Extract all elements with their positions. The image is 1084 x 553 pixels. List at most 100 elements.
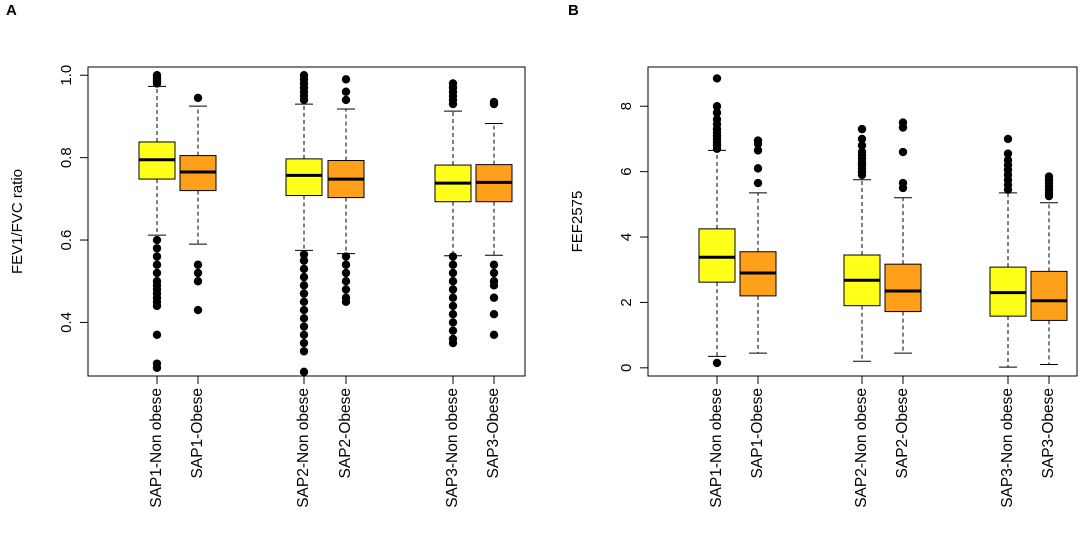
outlier-point: [898, 183, 908, 193]
outlier-point: [712, 102, 722, 111]
x-tick-label: SAP1-Obese: [749, 388, 766, 478]
outlier-point: [898, 123, 908, 132]
outlier-point: [152, 79, 162, 88]
outlier-point: [857, 170, 867, 180]
outlier-point: [489, 268, 499, 278]
outlier-point: [448, 260, 458, 269]
outlier-point: [299, 272, 309, 282]
box-group: [475, 97, 513, 339]
outlier-point: [341, 260, 351, 269]
box-group: [843, 124, 881, 362]
x-tick-label: SAP1-Non obese: [708, 388, 725, 508]
outlier-point: [1003, 185, 1013, 194]
outlier-point: [152, 268, 162, 278]
outlier-point: [193, 305, 203, 315]
x-tick-label: SAP2-Non obese: [853, 388, 870, 508]
box-group: [1030, 172, 1068, 366]
outlier-point: [489, 281, 499, 290]
y-axis-label: FEV1/FVC ratio: [9, 169, 26, 274]
box-group: [285, 71, 323, 377]
outlier-point: [753, 164, 763, 173]
outlier-point: [193, 277, 203, 286]
iqr-box: [884, 263, 922, 313]
outlier-point: [857, 124, 867, 134]
outlier-point: [299, 314, 309, 323]
x-tick-label: SAP2-Non obese: [295, 388, 312, 508]
box-group: [884, 118, 922, 354]
outlier-point: [152, 363, 162, 372]
outlier-point: [193, 93, 203, 103]
box-group: [989, 134, 1027, 368]
y-tick-label: 1.0: [58, 65, 75, 86]
box-group: [179, 93, 217, 315]
x-tick-label: SAP2-Obese: [337, 388, 354, 478]
outlier-point: [341, 87, 351, 96]
iqr-box: [285, 158, 323, 197]
outlier-point: [152, 252, 162, 261]
box-group: [138, 71, 176, 372]
box-group: [327, 75, 365, 307]
y-tick-label: 4: [618, 233, 635, 241]
outlier-point: [299, 250, 309, 259]
outlier-point: [152, 235, 162, 245]
box-group: [698, 74, 736, 368]
panel-a-chart: 0.4 0.6 0.8 1.0 FEV1/FVC ratio SAP1-Non obese…: [9, 65, 526, 508]
x-tick-label: SAP2-Obese: [894, 388, 911, 478]
outlier-point: [299, 281, 309, 290]
y-tick-label: 0: [618, 364, 635, 372]
outlier-point: [753, 139, 763, 149]
y-tick-label: 2: [618, 298, 635, 306]
box-group: [739, 136, 777, 354]
plot-frame: [87, 66, 526, 377]
outlier-point: [152, 244, 162, 253]
x-tick-label: SAP1-Non obese: [148, 388, 165, 508]
outlier-point: [857, 134, 867, 144]
outlier-point: [489, 310, 499, 319]
iqr-box: [698, 228, 736, 283]
y-tick-label: 8: [618, 102, 635, 110]
outlier-point: [299, 297, 309, 307]
outlier-point: [448, 252, 458, 261]
outlier-point: [712, 358, 722, 368]
outlier-point: [489, 330, 499, 339]
outlier-point: [341, 285, 351, 294]
outlier-point: [193, 260, 203, 269]
outlier-point: [1044, 191, 1054, 201]
outlier-point: [489, 293, 499, 302]
box-group: [434, 79, 472, 348]
panel-b-letter: B: [568, 2, 579, 19]
outlier-point: [299, 289, 309, 298]
outlier-point: [193, 268, 203, 278]
outlier-point: [299, 305, 309, 315]
outlier-point: [489, 99, 499, 109]
x-tick-label: SAP3-Obese: [485, 388, 502, 478]
outlier-point: [898, 147, 908, 157]
outlier-point: [341, 277, 351, 286]
outlier-point: [341, 297, 351, 307]
outlier-point: [448, 277, 458, 286]
outlier-point: [712, 144, 722, 153]
outlier-point: [341, 95, 351, 105]
outlier-point: [299, 322, 309, 331]
x-tick-label: SAP3-Non obese: [999, 388, 1016, 508]
outlier-point: [448, 268, 458, 278]
outlier-point: [448, 318, 458, 327]
y-tick-label: 0.4: [58, 312, 75, 333]
outlier-point: [341, 75, 351, 84]
y-tick-label: 0.8: [58, 147, 75, 168]
panel-a-letter: A: [6, 2, 17, 19]
outlier-point: [299, 347, 309, 356]
outlier-point: [857, 141, 867, 150]
y-tick-label: 0.6: [58, 230, 75, 251]
outlier-point: [299, 330, 309, 339]
outlier-point: [489, 260, 499, 269]
outlier-point: [448, 99, 458, 109]
x-tick-label: SAP3-Obese: [1040, 388, 1057, 478]
outlier-point: [753, 146, 763, 155]
outlier-point: [1003, 149, 1013, 158]
outlier-point: [341, 268, 351, 278]
outlier-point: [448, 338, 458, 348]
x-tick-label: SAP3-Non obese: [444, 388, 461, 508]
outlier-point: [448, 310, 458, 319]
